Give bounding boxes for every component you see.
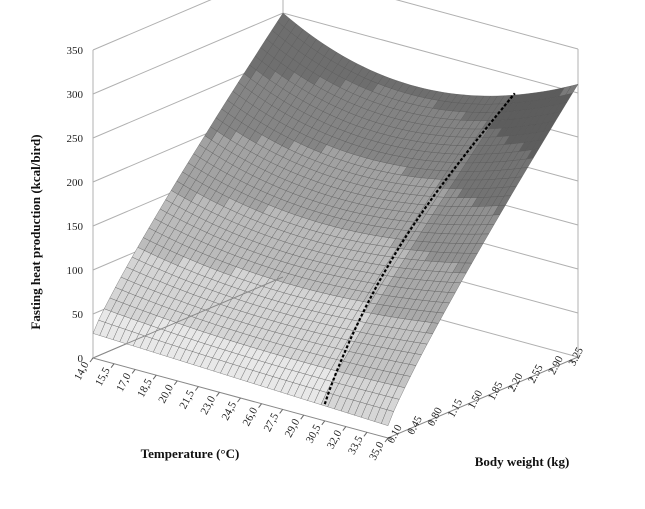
temperature-tick — [173, 380, 178, 386]
temperature-tick — [279, 409, 284, 414]
body-weight-tick-label: 1.50 — [466, 388, 486, 411]
z-gridline — [92, 0, 579, 51]
body-weight-tick — [569, 360, 574, 364]
min-fhp-curve — [323, 92, 516, 405]
body-weight-tick-label: 0.80 — [425, 405, 445, 428]
z-tick-label: 250 — [67, 133, 84, 145]
temperature-tick — [89, 357, 94, 363]
temperature-tick — [321, 420, 326, 426]
z-tick-label: 350 — [67, 45, 84, 57]
body-weight-tick — [407, 428, 413, 432]
temperature-tick-label: 30,5 — [304, 422, 324, 445]
body-weight-tick — [428, 420, 433, 424]
z-tick-label: 100 — [67, 265, 84, 277]
body-weight-tick-label: 0.45 — [405, 414, 425, 437]
axis-frame — [89, 276, 579, 443]
surface-mesh — [92, 12, 579, 426]
temperature-tick-label: 24,5 — [220, 399, 240, 422]
temperature-tick — [152, 374, 157, 380]
temperature-tick — [384, 437, 389, 443]
z-tick-label: 0 — [78, 353, 84, 365]
temperature-tick-label: 18,5 — [135, 376, 155, 399]
body-weight-tick-label: 1.85 — [486, 379, 506, 402]
thermoneutral-curve — [323, 92, 516, 405]
temperature-tick-label: 14,0 — [72, 359, 92, 382]
temperature-tick-label: 27,5 — [262, 411, 282, 434]
z-axis-title: Fasting heat production (kcal/bird) — [28, 134, 43, 329]
body-weight-tick — [468, 403, 473, 407]
temperature-tick — [237, 397, 241, 403]
temperature-tick-label: 35,0 — [367, 439, 387, 462]
body-weight-tick — [387, 437, 393, 441]
body-weight-tick-label: 2.55 — [526, 362, 546, 385]
body-weight-tick — [448, 411, 453, 415]
temperature-tick-label: 15,5 — [93, 365, 113, 388]
z-tick-label: 150 — [67, 221, 84, 233]
temperature-tick-label: 21,5 — [177, 388, 197, 411]
body-weight-tick — [528, 377, 534, 381]
temperature-tick — [363, 431, 368, 437]
temperature-tick-label: 23,0 — [198, 394, 218, 417]
body-weight-tick-label: 2.20 — [506, 371, 526, 394]
body-weight-tick — [508, 386, 514, 389]
temperature-tick-label: 26,0 — [241, 405, 261, 428]
z-tick-label: 50 — [72, 309, 84, 321]
temperature-tick — [110, 363, 115, 369]
body-weight-tick-label: 2.90 — [546, 354, 566, 377]
temperature-tick — [194, 386, 199, 391]
body-weight-tick — [488, 394, 493, 398]
temperature-tick — [258, 403, 262, 409]
z-tick-label: 300 — [67, 89, 84, 101]
temperature-tick-label: 32,0 — [325, 428, 345, 451]
temperature-tick — [131, 369, 136, 374]
temperature-tick-label: 20,0 — [156, 382, 176, 405]
temperature-tick-label: 17,0 — [114, 371, 134, 394]
body-weight-axis-title: Body weight (kg) — [475, 454, 570, 469]
temperature-tick — [216, 391, 220, 397]
body-weight-tick-label: 1.15 — [446, 397, 466, 420]
surface-cell — [381, 409, 394, 426]
temperature-tick-label: 29,0 — [283, 416, 303, 439]
temperature-tick — [300, 414, 305, 420]
body-weight-tick-label: 3.25 — [566, 345, 586, 368]
body-weight-tick — [548, 368, 554, 372]
temperature-tick — [342, 426, 347, 431]
temperature-tick-label: 33,5 — [346, 434, 366, 457]
temperature-axis-title: Temperature (°C) — [141, 446, 240, 461]
z-tick-label: 200 — [67, 177, 84, 189]
